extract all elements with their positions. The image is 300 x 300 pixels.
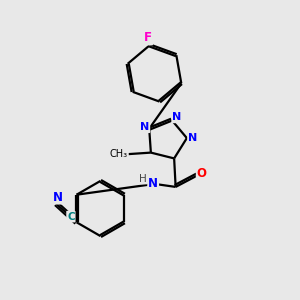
Text: N: N	[140, 122, 149, 132]
Text: N: N	[172, 112, 182, 122]
Text: F: F	[144, 32, 152, 44]
Text: N: N	[148, 177, 158, 190]
Text: O: O	[197, 167, 207, 180]
Text: C: C	[67, 212, 75, 222]
Text: H: H	[139, 173, 146, 184]
Text: CH₃: CH₃	[110, 148, 128, 158]
Text: N: N	[53, 190, 63, 204]
Text: N: N	[188, 133, 197, 143]
